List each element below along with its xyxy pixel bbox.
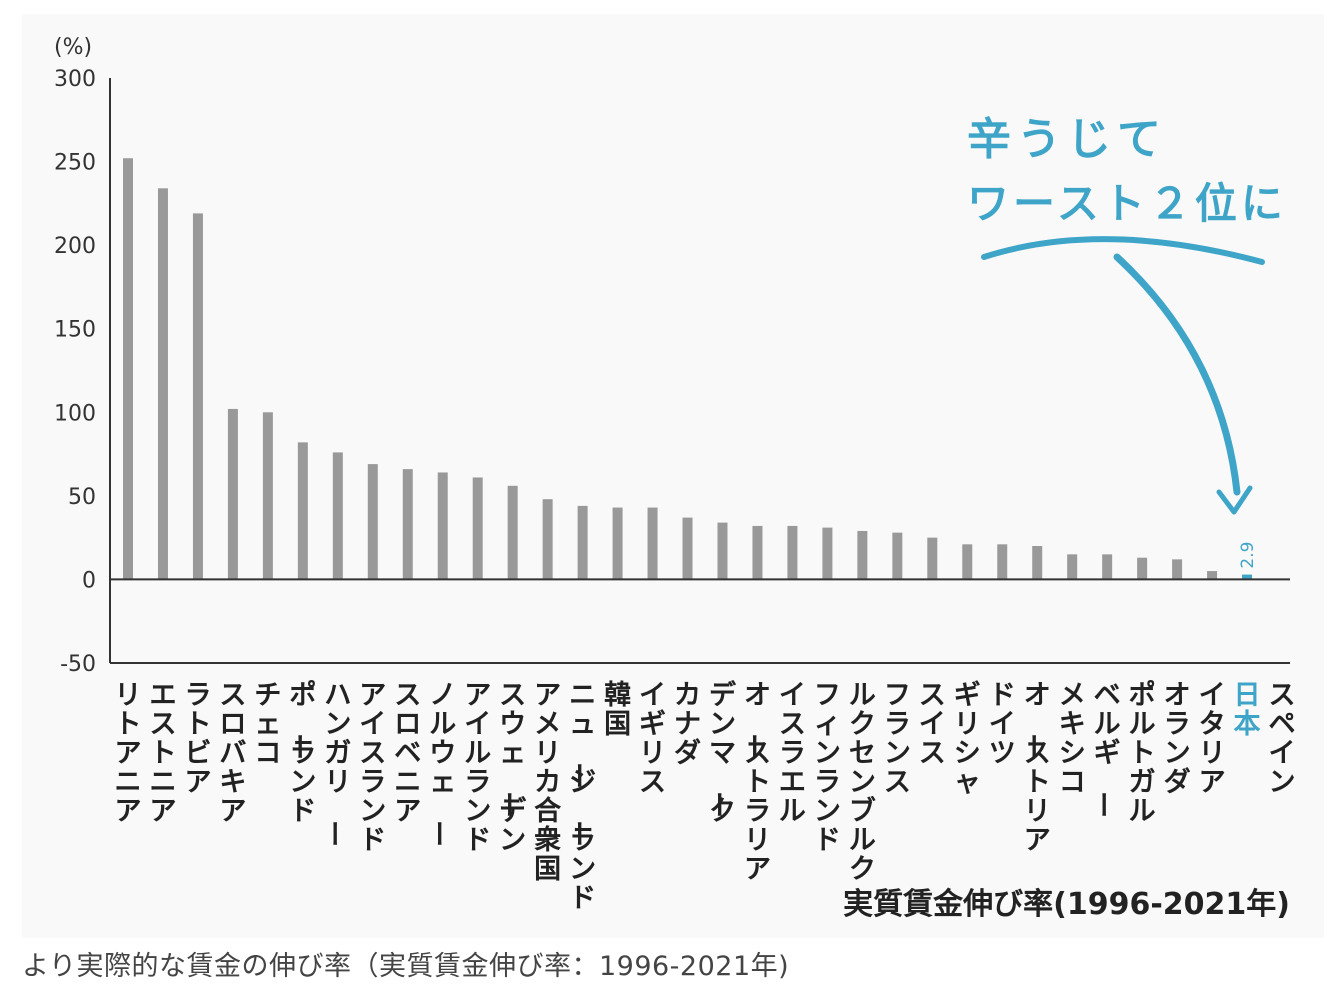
category-label: フィンランド (814, 680, 841, 856)
category-label: ラトビア (184, 680, 211, 798)
y-tick-label: 50 (68, 485, 96, 510)
bar (1207, 571, 1218, 580)
annotation-line2: ワースト２位に (967, 179, 1287, 228)
y-axis-ticks: 300 250 200 150 100 50 0 -50 (54, 67, 96, 677)
category-label: エストニア (149, 680, 176, 827)
bar (682, 517, 693, 580)
y-tick-label: 200 (54, 234, 96, 259)
bar (542, 499, 553, 580)
bar (822, 527, 833, 580)
y-tick-label: 250 (54, 151, 96, 176)
category-label: フランス (884, 680, 911, 798)
category-label: アイスランド (359, 680, 386, 856)
category-label: ギリシャ (954, 680, 981, 798)
annotation: 辛うじて ワースト２位に (967, 114, 1287, 515)
bar-chart: (%) 300 250 200 150 100 50 0 -50 2.9 リトアニアエストニア… (54, 35, 1296, 922)
bar (997, 544, 1008, 580)
category-label: スロバキア (219, 680, 246, 827)
category-label: リトアニア (115, 680, 142, 827)
bar (1172, 559, 1183, 580)
bar (717, 522, 728, 580)
bars: 2.9 (123, 158, 1258, 580)
bar (1242, 574, 1253, 580)
bar (332, 452, 343, 580)
y-tick-label: 0 (82, 568, 96, 593)
bar (577, 505, 588, 580)
category-label: スウェーデン (492, 680, 527, 856)
bar (507, 485, 518, 580)
bar (192, 213, 203, 580)
bar (123, 158, 133, 580)
category-label: デンマーク (702, 679, 737, 827)
category-label: イタリア (1199, 680, 1226, 798)
y-tick-label: 100 (54, 401, 96, 426)
bar (1032, 546, 1043, 580)
category-label: オーストリア (1017, 680, 1051, 856)
category-label: ポルトガル (1129, 680, 1156, 827)
bar (647, 507, 658, 580)
axes (109, 78, 1290, 664)
bar (927, 537, 938, 580)
category-label: オランダ (1164, 680, 1191, 798)
y-tick-label: 150 (54, 318, 96, 343)
category-label: スロベニア (394, 680, 421, 827)
bar (227, 408, 238, 580)
bar (402, 469, 413, 580)
category-label: イギリス (639, 680, 666, 798)
category-label: イスラエル (779, 680, 806, 827)
annotation-arrow-line (1113, 253, 1241, 496)
category-label: ニュージーランド (562, 680, 596, 914)
y-tick-label: -50 (60, 652, 96, 677)
bar (752, 525, 763, 580)
category-label: ハンガリー (317, 680, 351, 847)
bar (962, 544, 973, 580)
bar (892, 532, 903, 580)
bar (612, 507, 623, 580)
category-label: カナダ (674, 680, 701, 769)
category-label: スイス (919, 680, 946, 769)
bar (367, 464, 378, 580)
category-label: 日本 (1234, 680, 1261, 740)
bar (857, 530, 868, 580)
category-label: スペイン (1269, 680, 1296, 798)
category-label: ドイツ (989, 680, 1016, 769)
x-axis-title: 実質賃金伸び率(1996-2021年) (843, 887, 1290, 922)
category-labels: リトアニアエストニアラトビアスロバキアチェコポーランドハンガリーアイスランドスロ… (115, 679, 1296, 914)
annotation-arrow-head (1216, 485, 1253, 515)
bar (262, 412, 273, 580)
category-label: メキシコ (1059, 680, 1086, 798)
y-unit-label: (%) (54, 35, 92, 60)
annotation-underline (981, 236, 1265, 265)
figure-caption: より実際的な賃金の伸び率（実質賃金伸び率：1996-2021年) (22, 951, 790, 982)
chart-panel: (%) 300 250 200 150 100 50 0 -50 2.9 リトアニア エストニア… (22, 14, 1324, 938)
bar (1137, 557, 1148, 580)
y-tick-label: 300 (54, 67, 96, 92)
annotation-line1: 辛うじて (967, 114, 1167, 165)
category-label: ポーランド (282, 680, 316, 827)
category-label: オーストラリア (737, 680, 771, 885)
bar (437, 472, 448, 580)
category-label: アイルランド (464, 680, 491, 856)
bar (1067, 554, 1078, 580)
data-label-japan: 2.9 (1238, 542, 1258, 569)
category-label: ノルウェー (422, 680, 456, 847)
category-label: ルクセンブルク (849, 680, 876, 885)
bar (157, 188, 168, 580)
bar (472, 477, 483, 580)
bar (1102, 554, 1113, 580)
category-label: ベルギー (1087, 680, 1121, 818)
category-label: 韓国 (604, 680, 631, 740)
category-label: アメリカ合衆国 (534, 680, 561, 885)
bar (787, 525, 798, 580)
category-label: チェコ (254, 680, 281, 769)
bar (297, 442, 308, 580)
